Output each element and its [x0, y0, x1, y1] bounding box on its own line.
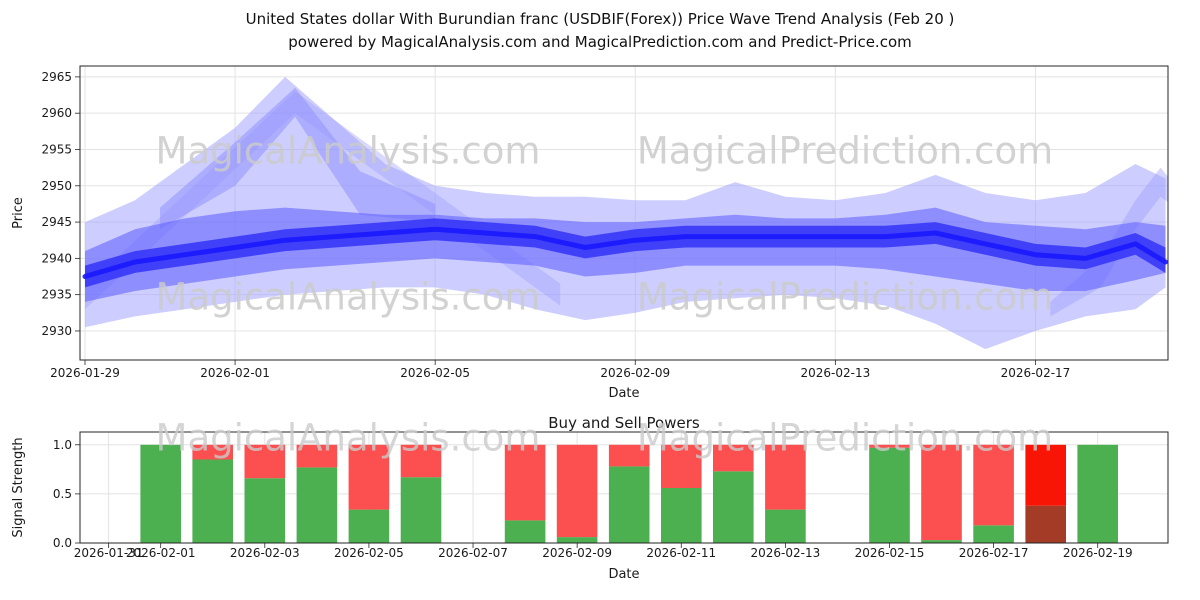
subplot-title: Buy and Sell Powers [548, 415, 700, 432]
bar-segment-green [765, 509, 806, 543]
x-tick-label: 2026-02-13 [751, 546, 821, 560]
bar-segment-red [296, 444, 338, 468]
x-tick-label: 2026-02-17 [1001, 366, 1071, 380]
x-tick-label: 2026-02-15 [855, 546, 925, 560]
bar-segment-darkred [1025, 505, 1066, 543]
y-tick-label: 1.0 [53, 438, 72, 452]
bar-segment-green [504, 520, 546, 543]
bar-segment-red [765, 444, 806, 510]
bar-segment-green [556, 537, 598, 543]
bar-segment-green [348, 509, 390, 543]
bar-segment-green [244, 478, 286, 543]
price-line [82, 226, 1168, 279]
y-tick-label: 2930 [41, 324, 72, 338]
bar-segment-red [921, 444, 962, 541]
x-tick-label: 2026-02-09 [542, 546, 612, 560]
bar-segment-green [921, 540, 962, 543]
x-tick-label: 2026-02-19 [1063, 546, 1133, 560]
bar-segment-red [348, 444, 390, 510]
bar-segment-green [140, 444, 181, 543]
bar-segment-green [661, 488, 702, 543]
bar-segment-green [400, 477, 442, 543]
wave-band [85, 76, 1166, 350]
bar-segment-green [1077, 444, 1118, 543]
y-tick-label: 2940 [41, 251, 72, 265]
bar-segment-green [192, 459, 233, 543]
y-tick-label: 0.0 [53, 536, 72, 550]
x-tick-label: 2026-02-03 [230, 546, 300, 560]
bar-segment-red [504, 444, 546, 521]
bar-group [140, 444, 1118, 543]
x-tick-label: 2026-02-01 [126, 546, 196, 560]
y-tick-label: 0.5 [53, 487, 72, 501]
y-tick-label: 2950 [41, 179, 72, 193]
bar-segment-red [244, 444, 286, 479]
bar-segment-red [661, 444, 702, 488]
figure-title-line2: powered by MagicalAnalysis.com and Magic… [288, 32, 912, 51]
bar-segment-red [713, 444, 754, 472]
y-tick-label: 2935 [41, 288, 72, 302]
x-tick-label: 2026-02-13 [800, 366, 870, 380]
figure-title: United States dollar With Burundian fran… [0, 8, 1200, 53]
x-tick-label: 2026-02-07 [438, 546, 508, 560]
x-tick-label: 2026-02-01 [200, 366, 270, 380]
x-tick-label: 2026-01-31 [74, 546, 144, 560]
bar-segment-red [400, 444, 442, 478]
x-tick-label: 2026-02-09 [600, 366, 670, 380]
bar-segment-green [973, 525, 1014, 543]
bar-segment-green [713, 471, 754, 543]
price-wave-chart: 2930 2935 2940 2945 2950 2955 2960 2965 2026-01-… [11, 65, 1169, 401]
y-tick-label: 2960 [41, 106, 72, 120]
x-axis-label: Date [608, 386, 639, 401]
bar-segment-red [556, 444, 598, 538]
y-tick-label: 2955 [41, 142, 72, 156]
bar-segment-red [869, 444, 910, 448]
y-tick-label: 2945 [41, 215, 72, 229]
bar-segment-green [608, 466, 650, 543]
x-tick-label: 2026-02-17 [959, 546, 1029, 560]
x-tick-label: 2026-02-05 [400, 366, 470, 380]
bar-segment-red [608, 444, 650, 467]
bar-segment-green [869, 447, 910, 543]
wave-band-group [82, 76, 1168, 350]
plot-border [79, 65, 1169, 361]
x-axis-label: Date [608, 567, 639, 582]
bar-segment-brightred [1025, 444, 1066, 506]
x-tick-label: 2026-02-11 [646, 546, 716, 560]
bar-segment-green [296, 467, 338, 543]
plot-border [79, 431, 1169, 544]
y-axis-label: Signal Strength [11, 437, 26, 537]
x-tick-label: 2026-01-29 [50, 366, 120, 380]
bar-segment-red [192, 444, 233, 460]
bar-segment-red [973, 444, 1014, 526]
x-tick-label: 2026-02-05 [334, 546, 404, 560]
figure-title-line1: United States dollar With Burundian fran… [245, 10, 955, 28]
wave-band [160, 87, 436, 230]
y-axis-label: Price [11, 197, 26, 229]
y-tick-label: 2965 [41, 70, 72, 84]
